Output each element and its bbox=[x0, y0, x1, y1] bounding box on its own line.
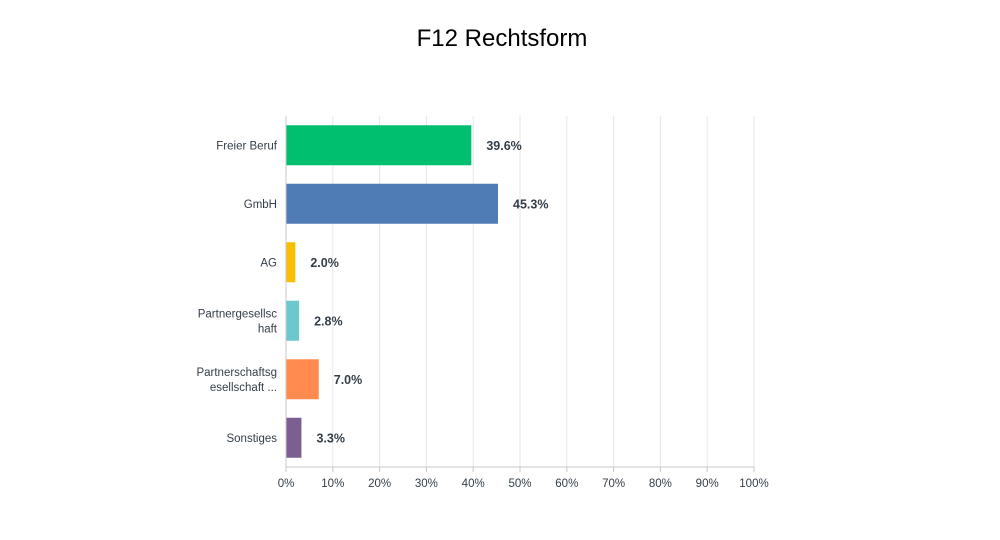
value-label: 2.8% bbox=[314, 314, 343, 328]
x-tick-label: 50% bbox=[508, 478, 531, 490]
bar bbox=[286, 300, 300, 341]
category-label: GmbH bbox=[244, 199, 277, 211]
x-tick-label: 40% bbox=[462, 478, 485, 490]
value-label: 2.0% bbox=[310, 256, 339, 270]
x-tick-label: 30% bbox=[415, 478, 438, 490]
x-tick-label: 20% bbox=[368, 478, 391, 490]
x-tick-label: 80% bbox=[649, 478, 672, 490]
category-label: AG bbox=[260, 257, 277, 269]
bar bbox=[286, 417, 302, 458]
x-axis-ticks: 0% 10% 20% 30% 40% 50% 60% 70% 80% 90% 100% bbox=[278, 467, 769, 490]
bar bbox=[286, 242, 296, 283]
x-tick-label: 10% bbox=[321, 478, 344, 490]
category-label: Freier Beruf bbox=[216, 140, 278, 152]
category-label: Partnerschaftsg bbox=[196, 367, 277, 379]
value-label: 7.0% bbox=[334, 373, 363, 387]
bar bbox=[286, 125, 472, 166]
x-tick-label: 60% bbox=[555, 478, 578, 490]
chart-title: F12 Rechtsform bbox=[417, 25, 588, 52]
value-label: 39.6% bbox=[486, 139, 521, 153]
value-label: 3.3% bbox=[316, 431, 345, 445]
category-label: Sonstiges bbox=[226, 433, 277, 445]
category-label: haft bbox=[258, 323, 278, 335]
category-label: esellschaft ... bbox=[210, 382, 277, 394]
category-label: Partnergesellsc bbox=[198, 308, 278, 320]
value-label: 45.3% bbox=[513, 197, 548, 211]
bar bbox=[286, 359, 319, 400]
bars bbox=[286, 125, 499, 458]
value-labels: 39.6% 45.3% 2.0% 2.8% 7.0% 3.3% bbox=[310, 139, 548, 446]
x-tick-label: 100% bbox=[739, 478, 768, 490]
bar bbox=[286, 183, 499, 224]
x-tick-label: 0% bbox=[278, 478, 295, 490]
x-tick-label: 90% bbox=[696, 478, 719, 490]
x-tick-label: 70% bbox=[602, 478, 625, 490]
gridlines bbox=[332, 116, 755, 467]
category-labels: Freier Beruf GmbH AG Partnergesellsc haft Par… bbox=[196, 140, 277, 445]
